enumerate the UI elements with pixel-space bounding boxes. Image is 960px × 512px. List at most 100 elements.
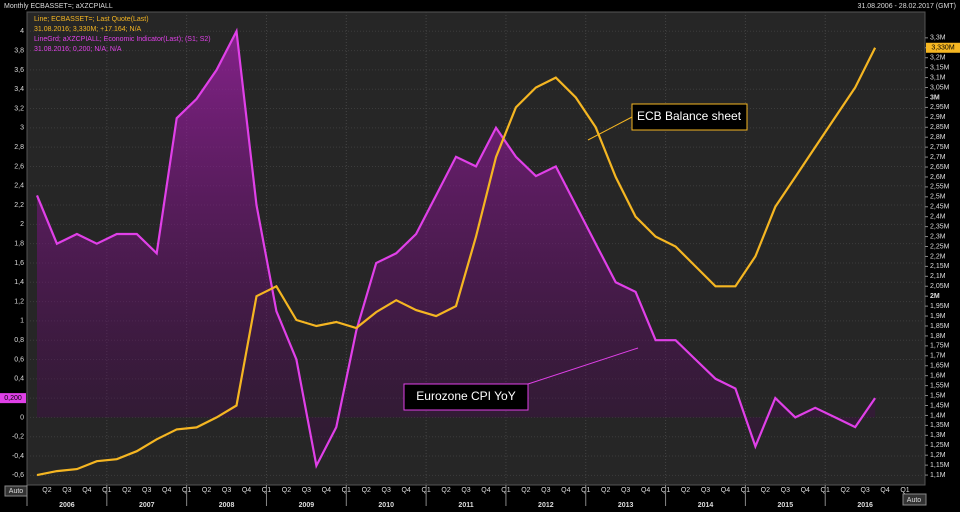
y2-tick-label: 1,4M	[930, 412, 946, 419]
x-tick-label: Q4	[162, 487, 171, 494]
x-tick-label: Q1	[900, 487, 909, 494]
y2-tick-label: 2,9M	[930, 114, 946, 121]
x-tick-label: Q2	[202, 487, 211, 494]
y-tick-label: 0	[20, 414, 24, 421]
y-tick-label: 3,4	[14, 86, 24, 93]
annotation-leader	[527, 347, 639, 385]
year-label: 2009	[299, 502, 315, 509]
y-tick-label: 3,6	[14, 67, 24, 74]
y2-tick-label: 2,75M	[930, 144, 950, 151]
annotation-box	[631, 103, 748, 131]
x-tick-label: Q3	[62, 487, 71, 494]
x-tick-label: Q4	[82, 487, 91, 494]
year-label: 2012	[538, 502, 554, 509]
y2-tick-label: 2,05M	[930, 283, 950, 290]
y-tick-label: 2,8	[14, 144, 24, 151]
auto-button-label[interactable]: Auto	[9, 488, 24, 495]
y-tick-label: 1,8	[14, 241, 24, 248]
y-tick-label: 1,6	[14, 260, 24, 267]
y2-tick-label: 2,1M	[930, 273, 946, 280]
x-tick-label: Q4	[242, 487, 251, 494]
year-label: 2014	[698, 502, 714, 509]
x-tick-label: Q3	[222, 487, 231, 494]
y2-tick-label: 2,65M	[930, 164, 950, 171]
y2-tick-label: 1,35M	[930, 422, 950, 429]
y-tick-label: 1,4	[14, 279, 24, 286]
y2-tick-label: 2,4M	[930, 214, 946, 221]
y2-tick-label: 1,65M	[930, 363, 950, 370]
y2-tick-label: 2,85M	[930, 124, 950, 131]
series-line	[36, 47, 877, 477]
last-value-tag	[926, 42, 960, 53]
x-tick-label: Q3	[142, 487, 151, 494]
x-tick-label: Q4	[721, 487, 730, 494]
y2-tick-label: 1,2M	[930, 452, 946, 459]
x-tick-label: Q3	[621, 487, 630, 494]
year-label: 2007	[139, 502, 155, 509]
last-value-label: 3,330M	[931, 45, 955, 52]
y2-tick-label: 3,1M	[930, 74, 946, 81]
y2-tick-label: 1,8M	[930, 333, 946, 340]
x-tick-label: Q3	[781, 487, 790, 494]
x-tick-label: Q2	[441, 487, 450, 494]
auto-button-label[interactable]: Auto	[907, 497, 922, 504]
y2-tick-label: 1,95M	[930, 303, 950, 310]
y-tick-label: 2,6	[14, 163, 24, 170]
y2-tick-label: 3,3M	[930, 35, 946, 42]
y2-tick-label: 2,7M	[930, 154, 946, 161]
x-tick-label: Q2	[42, 487, 51, 494]
year-label: 2015	[778, 502, 794, 509]
y2-tick-label: 1,1M	[930, 472, 946, 479]
y-tick-label: 2,2	[14, 202, 24, 209]
y2-tick-label: 2,25M	[930, 243, 950, 250]
x-tick-label: Q2	[122, 487, 131, 494]
y2-tick-label: 1,9M	[930, 313, 946, 320]
auto-button[interactable]	[902, 493, 927, 506]
y2-tick-label: 2,15M	[930, 263, 950, 270]
y2-tick-label: 2,8M	[930, 134, 946, 141]
x-tick-label: Q2	[601, 487, 610, 494]
y2-tick-label: 3,2M	[930, 55, 946, 62]
x-tick-label: Q3	[461, 487, 470, 494]
year-label: 2013	[618, 502, 634, 509]
y2-tick-label: 3M	[930, 94, 940, 101]
legend-line: LineGrd; aXZCPIALL; Economic Indicator(L…	[34, 36, 211, 43]
x-tick-label: Q3	[860, 487, 869, 494]
y2-tick-label: 2,95M	[930, 104, 950, 111]
legend-line: 31.08.2016; 3,330M; +17.164; N/A	[34, 26, 142, 33]
last-value-label: 0,200	[4, 395, 22, 402]
area-fill	[36, 31, 876, 466]
y-tick-label: -0,4	[12, 453, 24, 460]
annotations: ECB Balance sheet Eurozone CPI YoY	[403, 103, 748, 411]
y-tick-label: 3	[20, 125, 24, 132]
y2-tick-label: 1,3M	[930, 432, 946, 439]
annotation-leader	[587, 116, 633, 141]
annotation-box	[403, 383, 529, 411]
chart-title: Monthly ECBASSET=; aXZCPIALL	[4, 3, 113, 10]
y-tick-label: 1	[20, 318, 24, 325]
y-tick-label: 4	[20, 28, 24, 35]
year-label: 2006	[59, 502, 75, 509]
y2-tick-label: 1,25M	[930, 442, 950, 449]
y2-tick-label: 1,15M	[930, 462, 950, 469]
y2-tick-label: 2,6M	[930, 174, 946, 181]
x-tick-label: Q4	[561, 487, 570, 494]
y-tick-label: 0,6	[14, 356, 24, 363]
y-tick-label: 3,8	[14, 47, 24, 54]
annotation: Eurozone CPI YoY	[416, 389, 515, 403]
y-tick-label: 0,4	[14, 376, 24, 383]
y-tick-label: 2	[20, 221, 24, 228]
y2-tick-label: 2,45M	[930, 204, 950, 211]
x-tick-label: Q3	[382, 487, 391, 494]
x-tick-label: Q2	[681, 487, 690, 494]
x-tick-label: Q3	[302, 487, 311, 494]
y-tick-label: 3,2	[14, 105, 24, 112]
x-tick-label: Q3	[541, 487, 550, 494]
year-label: 2010	[378, 502, 394, 509]
series-line	[35, 27, 877, 470]
y2-tick-label: 1,55M	[930, 382, 950, 389]
y-tick-label: -0,6	[12, 472, 24, 479]
x-tick-label: Q4	[880, 487, 889, 494]
x-tick-label: Q2	[282, 487, 291, 494]
